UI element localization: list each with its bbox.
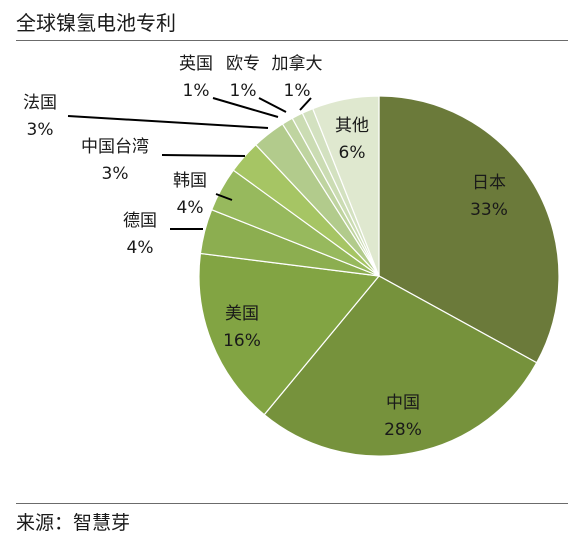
- source-divider: [16, 503, 568, 504]
- slice-label-4: 韩国: [173, 171, 207, 191]
- slice-value-3: 4%: [127, 238, 154, 258]
- slice-value-9: 1%: [284, 81, 311, 101]
- leader-line-8: [258, 97, 287, 113]
- title-divider: [16, 40, 568, 41]
- slice-label-5: 中国台湾: [81, 137, 149, 157]
- pie-slice-0: [378, 95, 560, 364]
- chart-title: 全球镍氢电池专利: [16, 11, 176, 35]
- slice-label-0: 日本: [472, 173, 506, 193]
- slice-labels: 日本 33% 中国 28% 美国 16% 德国 4% 韩国 4% 中国台湾 3% 法国 3% 英国 1% 欧专 1…: [23, 53, 508, 440]
- pie-slice-10: [311, 95, 380, 277]
- leader-line-7: [212, 97, 279, 118]
- pie-chart: 日本 33% 中国 28% 美国 16% 德国 4% 韩国 4% 中国台湾 3% 法国 3% 英国 1% 欧专 1…: [23, 53, 560, 457]
- slice-label-1: 中国: [386, 393, 420, 413]
- slice-value-8: 1%: [230, 81, 257, 101]
- source-note: 来源：智慧芽: [16, 512, 131, 534]
- leader-line-4: [215, 193, 233, 201]
- slice-label-9: 加拿大: [272, 53, 323, 74]
- slice-label-7: 英国: [179, 54, 213, 74]
- leader-line-6: [67, 115, 269, 129]
- slice-label-6: 法国: [23, 93, 57, 113]
- slice-label-10: 其他: [335, 116, 369, 136]
- slice-value-4: 4%: [177, 198, 204, 218]
- pie-slice-1: [263, 275, 538, 457]
- slice-value-10: 6%: [339, 143, 366, 163]
- slice-value-1: 28%: [384, 420, 422, 440]
- leader-line-9: [299, 97, 312, 111]
- slice-value-2: 16%: [223, 331, 261, 351]
- leader-line-5: [161, 154, 246, 157]
- slice-value-7: 1%: [183, 81, 210, 101]
- slice-label-3: 德国: [123, 211, 157, 231]
- slice-value-0: 33%: [470, 200, 508, 220]
- pie-slices: [198, 95, 560, 457]
- slice-label-8: 欧专: [226, 54, 260, 74]
- leader-lines: [67, 97, 312, 230]
- slice-value-5: 3%: [102, 164, 129, 184]
- slice-label-2: 美国: [225, 304, 259, 324]
- pie-slice-2: [198, 252, 381, 416]
- slice-value-6: 3%: [27, 120, 54, 140]
